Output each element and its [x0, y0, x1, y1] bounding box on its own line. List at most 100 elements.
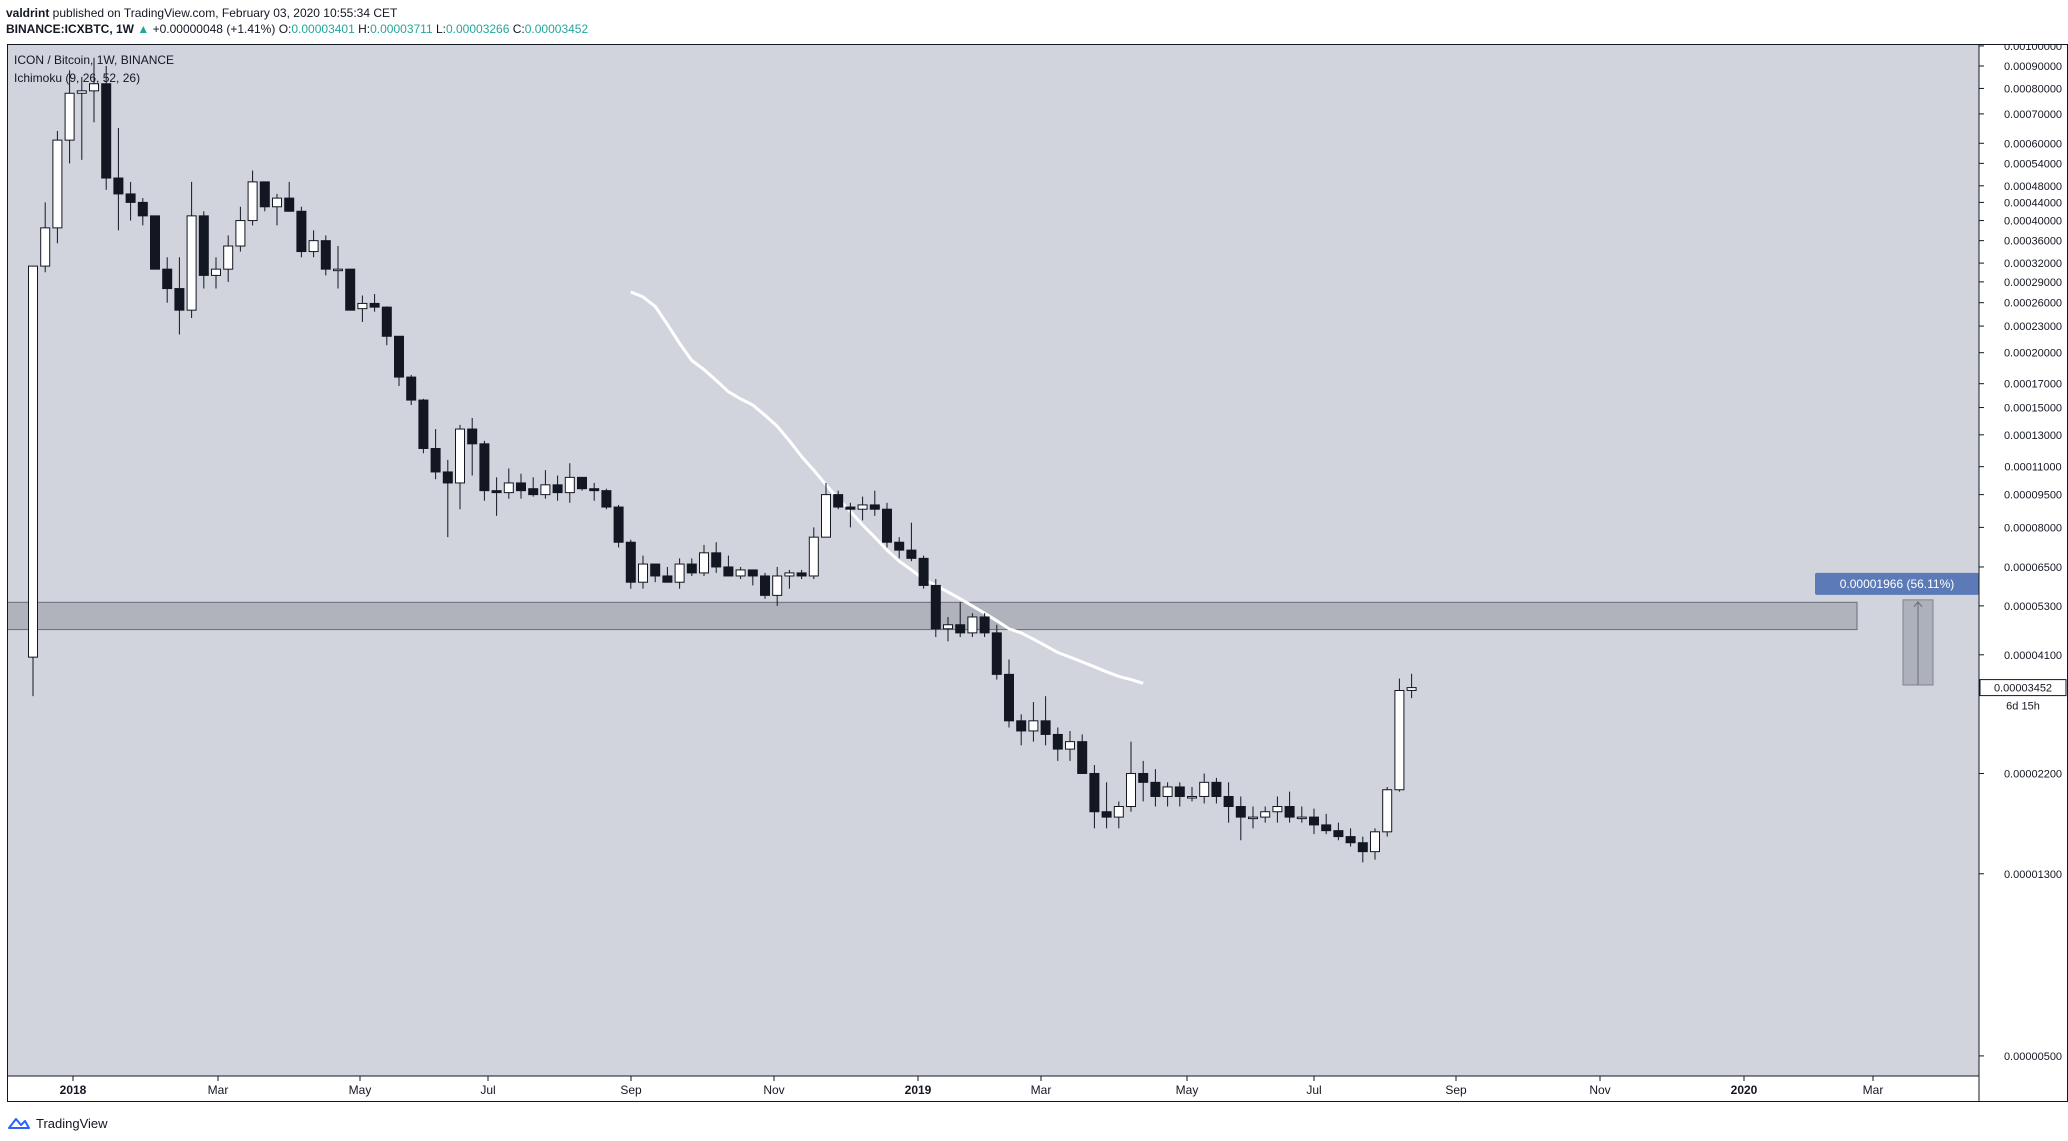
candle-113[interactable] — [1406, 673, 1417, 699]
candle-100[interactable] — [1248, 806, 1258, 829]
candle-51[interactable] — [650, 563, 661, 583]
indicator-label[interactable]: Ichimoku (9, 26, 52, 26) — [14, 71, 140, 85]
candle-112[interactable] — [1394, 678, 1405, 792]
candle-98[interactable] — [1223, 782, 1234, 823]
candle-53[interactable] — [674, 558, 685, 589]
candle-63[interactable] — [796, 569, 807, 580]
candle-82[interactable] — [1028, 702, 1039, 742]
candle-35[interactable] — [455, 424, 465, 510]
candle-50[interactable] — [638, 555, 648, 589]
candle-56[interactable] — [711, 542, 722, 573]
candle-102[interactable] — [1272, 796, 1283, 823]
candle-47[interactable] — [601, 488, 612, 510]
footer-brand[interactable]: TradingView — [36, 1115, 108, 1131]
candle-104[interactable] — [1296, 806, 1307, 823]
candle-24[interactable] — [320, 235, 331, 276]
candle-67[interactable] — [845, 502, 856, 528]
candle-52[interactable] — [662, 566, 673, 583]
candle-62[interactable] — [784, 569, 795, 589]
publisher-name[interactable]: valdrint — [6, 6, 50, 20]
candle-88[interactable] — [1101, 782, 1112, 829]
candle-60[interactable] — [760, 572, 770, 599]
candle-101[interactable] — [1260, 806, 1271, 823]
candle-110[interactable] — [1370, 828, 1380, 860]
candle-0[interactable] — [28, 265, 38, 697]
ichimoku-line[interactable] — [630, 290, 1144, 685]
candle-28[interactable] — [369, 294, 380, 312]
candle-34[interactable] — [442, 459, 453, 538]
candle-29[interactable] — [381, 306, 392, 346]
candle-77[interactable] — [967, 613, 978, 638]
candle-40[interactable] — [516, 473, 526, 499]
candle-71[interactable] — [894, 537, 905, 559]
candle-36[interactable] — [467, 417, 478, 476]
candle-94[interactable] — [1174, 782, 1185, 807]
candle-48[interactable] — [613, 504, 624, 548]
candle-15[interactable] — [211, 257, 221, 289]
candle-37[interactable] — [479, 440, 490, 501]
candle-5[interactable] — [89, 57, 99, 123]
candle-23[interactable] — [308, 230, 319, 258]
candle-93[interactable] — [1162, 782, 1173, 807]
candle-10[interactable] — [150, 215, 160, 270]
candle-75[interactable] — [943, 616, 953, 642]
candle-84[interactable] — [1052, 727, 1063, 761]
candle-95[interactable] — [1187, 786, 1197, 802]
candle-30[interactable] — [394, 335, 404, 386]
candle-103[interactable] — [1284, 791, 1295, 823]
candle-107[interactable] — [1333, 822, 1344, 841]
candle-26[interactable] — [345, 268, 356, 311]
candle-42[interactable] — [540, 470, 551, 499]
candle-111[interactable] — [1382, 786, 1393, 837]
chart-frame[interactable]: 0.00001966 (56.11%) 0.00100000 0.00090000… — [6, 41, 2068, 1102]
candle-72[interactable] — [906, 522, 917, 562]
candle-96[interactable] — [1199, 773, 1210, 804]
candle-49[interactable] — [625, 539, 636, 589]
candle-108[interactable] — [1345, 828, 1356, 847]
candle-68[interactable] — [857, 496, 868, 521]
candle-105[interactable] — [1309, 808, 1319, 835]
candle-61[interactable] — [772, 566, 783, 606]
candle-2[interactable] — [52, 130, 63, 244]
candle-64[interactable] — [808, 527, 819, 580]
candle-9[interactable] — [137, 198, 148, 226]
candle-44[interactable] — [564, 463, 575, 503]
candle-99[interactable] — [1235, 796, 1246, 841]
candle-11[interactable] — [162, 257, 173, 303]
candle-39[interactable] — [503, 468, 514, 499]
candle-13[interactable] — [186, 181, 197, 318]
candle-79[interactable] — [991, 624, 1002, 680]
candle-21[interactable] — [284, 181, 295, 212]
candle-97[interactable] — [1211, 777, 1222, 804]
candle-89[interactable] — [1113, 801, 1124, 829]
candle-17[interactable] — [235, 206, 246, 252]
candle-109[interactable] — [1357, 836, 1368, 863]
candle-59[interactable] — [747, 569, 758, 586]
candle-46[interactable] — [589, 482, 600, 501]
candle-66[interactable] — [833, 490, 844, 510]
candle-57[interactable] — [723, 555, 734, 577]
candle-85[interactable] — [1065, 730, 1075, 761]
candle-22[interactable] — [296, 206, 307, 258]
candle-8[interactable] — [125, 181, 136, 221]
candle-78[interactable] — [979, 613, 990, 638]
candle-4[interactable] — [76, 76, 87, 160]
candle-18[interactable] — [247, 170, 258, 226]
candle-73[interactable] — [918, 555, 929, 589]
candle-19[interactable] — [259, 181, 270, 212]
candle-33[interactable] — [430, 429, 441, 480]
candle-6[interactable] — [101, 65, 112, 190]
candle-20[interactable] — [272, 193, 282, 226]
candle-38[interactable] — [491, 477, 502, 516]
candle-70[interactable] — [882, 502, 892, 548]
candle-7[interactable] — [113, 128, 124, 231]
candle-43[interactable] — [552, 475, 563, 501]
candle-16[interactable] — [223, 235, 234, 282]
candle-81[interactable] — [1016, 714, 1027, 746]
candle-55[interactable] — [699, 544, 709, 576]
candle-3[interactable] — [64, 70, 75, 164]
candle-45[interactable] — [577, 476, 587, 491]
candle-25[interactable] — [333, 246, 343, 289]
candle-91[interactable] — [1138, 760, 1149, 802]
candle-90[interactable] — [1126, 741, 1136, 812]
